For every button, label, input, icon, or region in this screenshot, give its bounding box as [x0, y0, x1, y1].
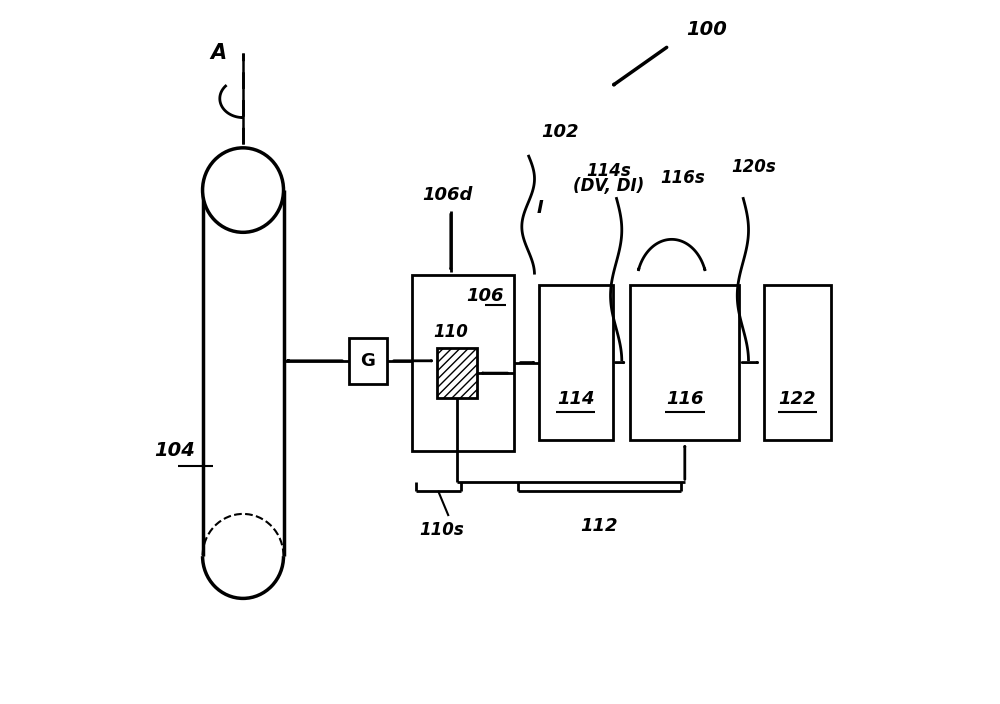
- Bar: [349, 338, 387, 384]
- Text: 102: 102: [541, 122, 578, 141]
- Text: I: I: [537, 199, 543, 217]
- Text: 114s: 114s: [587, 161, 631, 180]
- Ellipse shape: [203, 148, 284, 232]
- Text: 114: 114: [557, 390, 594, 408]
- Text: 106: 106: [466, 287, 504, 306]
- Text: 104: 104: [155, 441, 196, 460]
- Bar: [630, 285, 739, 440]
- Text: 106d: 106d: [422, 186, 472, 204]
- Text: 120s: 120s: [731, 158, 776, 176]
- Text: 110: 110: [433, 323, 468, 341]
- Text: 116s: 116s: [660, 168, 705, 187]
- Bar: [539, 285, 613, 440]
- Bar: [437, 348, 477, 398]
- Text: 112: 112: [581, 517, 618, 536]
- Text: (DV, DI): (DV, DI): [573, 177, 645, 195]
- Text: 122: 122: [779, 390, 816, 408]
- Text: 110s: 110s: [419, 521, 464, 539]
- Bar: [764, 285, 831, 440]
- Text: 116: 116: [666, 390, 704, 408]
- Bar: [412, 275, 514, 451]
- Text: A: A: [210, 44, 226, 63]
- Text: 100: 100: [687, 20, 727, 39]
- Text: G: G: [361, 352, 375, 370]
